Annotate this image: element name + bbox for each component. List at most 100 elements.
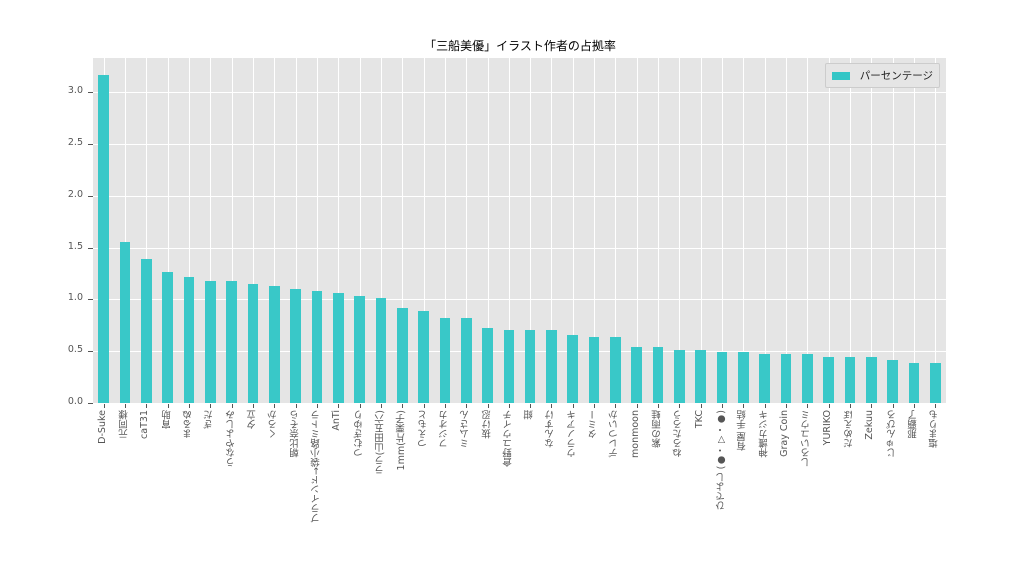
x-gridline <box>210 58 212 403</box>
x-tick-label: 紫の雨蛙 <box>652 410 664 448</box>
legend: パーセンテージ <box>824 63 940 88</box>
x-tick <box>807 404 809 408</box>
bar <box>268 285 280 403</box>
x-gridline <box>252 58 254 403</box>
x-tick-label: 有屋 手結 <box>737 410 749 452</box>
x-gridline <box>167 58 169 403</box>
x-tick <box>252 404 254 408</box>
y-gridline <box>93 299 946 301</box>
y-tick <box>88 92 93 94</box>
x-tick <box>722 404 724 408</box>
x-tick-label: まるぬ <box>182 410 194 439</box>
x-gridline <box>572 58 574 403</box>
y-tick <box>88 195 93 197</box>
x-tick <box>316 404 318 408</box>
x-tick <box>914 404 915 408</box>
bar <box>823 357 835 403</box>
bar <box>226 280 237 403</box>
bar <box>162 272 173 403</box>
x-tick-label: フジオカ <box>438 410 450 448</box>
bar <box>631 347 643 403</box>
x-gridline <box>466 58 468 403</box>
bar <box>759 354 771 403</box>
x-gridline <box>124 58 126 403</box>
bar <box>311 291 323 403</box>
x-tick <box>828 404 830 408</box>
y-tick-label: 2.0 <box>67 188 83 200</box>
x-gridline <box>807 58 809 403</box>
x-tick-label: 那覇了 <box>908 410 919 439</box>
x-tick-label: だめえぼ <box>844 410 856 448</box>
bar <box>802 354 813 403</box>
bar <box>844 357 856 403</box>
x-tick-label: AnTi <box>331 410 343 431</box>
x-tick-label: ぎだ <box>204 410 216 429</box>
y-gridline <box>93 247 946 249</box>
x-tick <box>210 404 212 408</box>
x-tick-label: くろか <box>268 410 280 439</box>
x-gridline <box>530 58 532 403</box>
x-tick-label: 夕立 <box>246 410 258 429</box>
x-gridline <box>679 58 681 403</box>
x-gridline <box>188 58 190 403</box>
bar <box>866 357 877 403</box>
x-tick-label: ブラインド→袋小路ミトラ <box>310 410 322 523</box>
y-gridline <box>93 195 946 197</box>
x-tick-label: ララ(山田五六) <box>374 410 386 475</box>
legend-swatch <box>831 71 850 80</box>
bar <box>674 350 685 403</box>
bar <box>439 318 451 403</box>
x-tick <box>487 404 489 408</box>
x-tick <box>295 404 297 408</box>
x-gridline <box>508 58 510 403</box>
plot-area: パーセンテージ <box>93 58 946 404</box>
x-tick-label: 1mm(片栗子) <box>396 410 408 471</box>
bar <box>183 276 195 403</box>
legend-label: パーセンテージ <box>859 70 933 82</box>
x-tick-label: つむぎゆり <box>353 410 365 458</box>
x-tick-label: つえもと <box>417 410 429 448</box>
x-tick <box>658 404 660 408</box>
x-tick-label: 元同様 <box>118 410 130 439</box>
x-tick <box>850 404 852 408</box>
x-tick-label: なんすけ <box>545 410 557 448</box>
x-tick <box>146 404 148 408</box>
x-tick <box>743 404 745 408</box>
bar <box>652 347 664 403</box>
y-gridline <box>93 143 946 145</box>
x-tick-label: うなやよしみ <box>225 410 237 467</box>
x-tick <box>124 404 126 408</box>
x-tick-label: ミムさん <box>460 410 472 448</box>
chart-title: 「三船美優」イラスト作者の占拠率 <box>424 39 616 53</box>
x-tick-label: 宵助 <box>161 410 173 429</box>
x-tick-label: タミー <box>588 410 600 439</box>
y-tick-label: 0.0 <box>67 396 83 407</box>
x-gridline <box>892 58 894 403</box>
bar <box>290 289 301 403</box>
y-gridline <box>93 92 946 94</box>
x-gridline <box>871 58 873 403</box>
x-gridline <box>146 58 148 403</box>
x-tick <box>359 404 361 408</box>
x-gridline <box>359 58 361 403</box>
x-gridline <box>615 58 617 403</box>
bar <box>610 336 621 403</box>
y-tick <box>88 351 93 353</box>
x-tick <box>764 404 766 408</box>
x-tick <box>786 404 788 408</box>
bar <box>140 259 152 403</box>
bar <box>695 350 707 403</box>
x-tick <box>466 404 468 408</box>
bar <box>375 298 387 403</box>
bar <box>887 359 898 403</box>
bar <box>546 330 557 403</box>
x-gridline <box>423 58 425 403</box>
x-tick <box>572 404 574 408</box>
x-gridline <box>722 58 724 403</box>
x-tick <box>274 404 276 408</box>
x-tick-label: Zekuu <box>864 410 876 440</box>
x-tick-label: しろいユウミ <box>801 410 813 467</box>
x-tick-label: 神護カジキ <box>758 410 770 458</box>
x-tick <box>444 404 446 408</box>
y-tick-label: 3.0 <box>67 85 83 97</box>
